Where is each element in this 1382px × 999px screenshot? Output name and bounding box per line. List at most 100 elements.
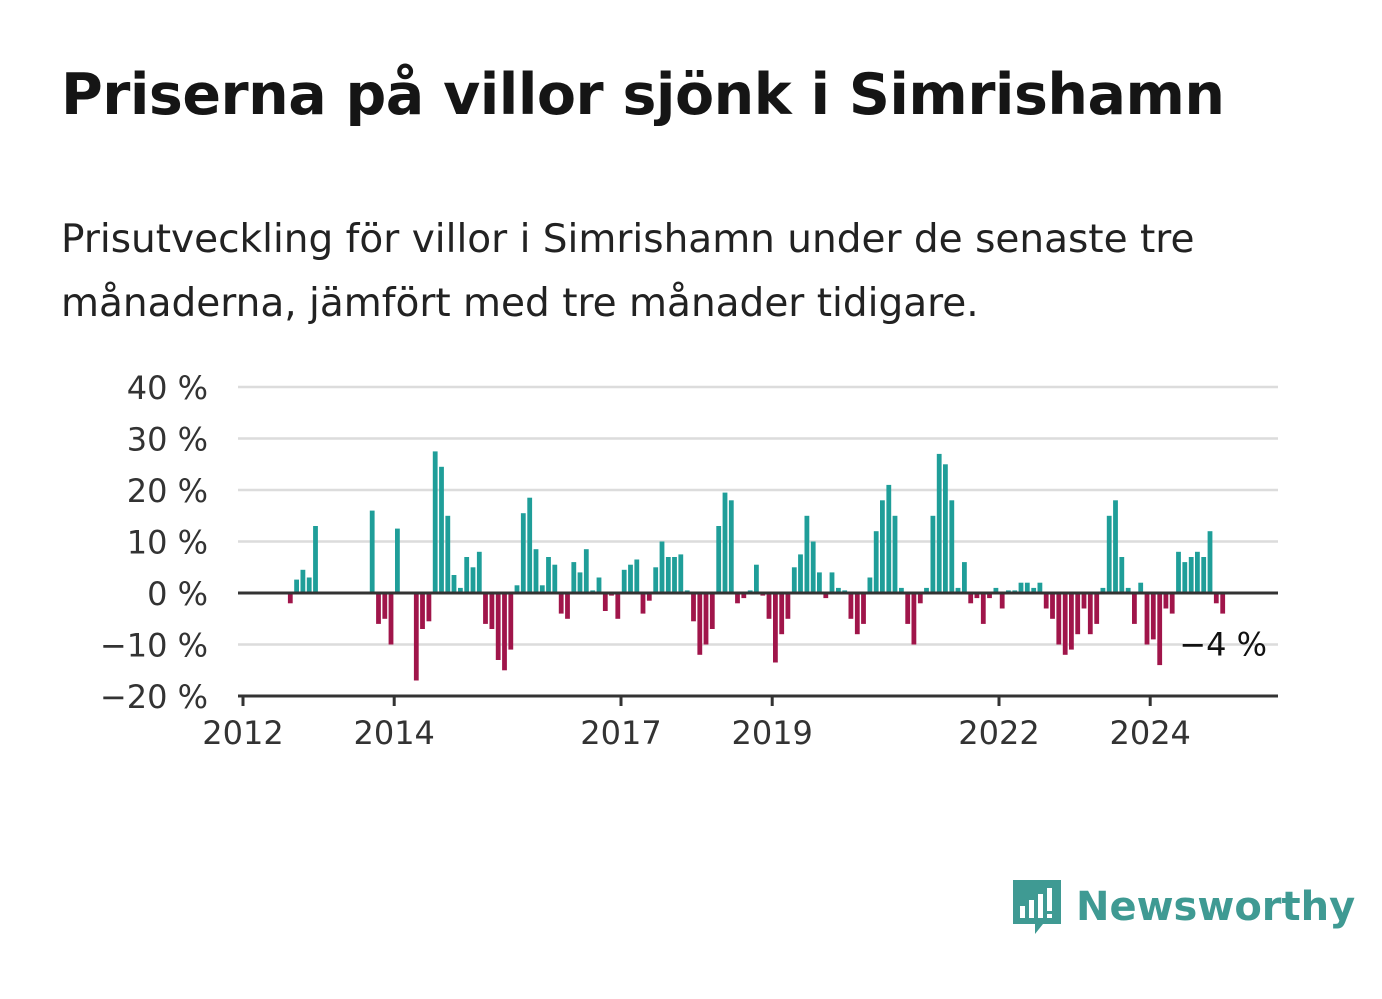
bar (596, 577, 602, 593)
bar (911, 593, 917, 645)
x-tick-label: 2014 (353, 714, 434, 752)
x-tick-label: 2024 (1109, 714, 1190, 752)
bar (943, 464, 948, 594)
bar (829, 572, 835, 593)
bar (395, 528, 400, 593)
bar (798, 554, 803, 593)
bar (1188, 557, 1194, 593)
bar (697, 593, 703, 655)
x-tick-label: 2017 (580, 714, 661, 752)
bar (628, 564, 633, 593)
bar (1081, 593, 1087, 609)
bar-chart: 40 %30 %20 %10 %0 %−10 %−20 % 2012 2014 20… (100, 369, 1278, 752)
bar (1220, 593, 1226, 614)
bar (722, 492, 728, 593)
bar (678, 554, 684, 593)
bar (1043, 593, 1049, 609)
bar (817, 572, 822, 593)
bar (376, 593, 381, 624)
bar (502, 593, 507, 671)
bar (1125, 587, 1131, 593)
bar (495, 593, 501, 660)
y-axis-labels: 40 % 30 % 20 % 10 % 0 % −10 % −20 % (100, 369, 208, 716)
bar (1132, 593, 1137, 624)
bar (1144, 593, 1150, 645)
bar (1182, 562, 1188, 593)
bar (741, 593, 747, 599)
bar (388, 593, 394, 645)
y-tick-label: −10 % (100, 627, 208, 665)
bar (306, 577, 312, 593)
bar (602, 593, 608, 611)
bar (949, 500, 955, 593)
bar (1213, 593, 1219, 604)
bar (470, 567, 476, 594)
bar (779, 593, 785, 635)
bar (873, 531, 879, 593)
bar (886, 484, 892, 593)
bar (917, 593, 923, 604)
bar (1069, 593, 1074, 650)
bar (810, 541, 816, 593)
bar (665, 557, 671, 593)
bar (980, 593, 986, 624)
bar (968, 593, 974, 604)
bar (464, 557, 470, 593)
bar (1106, 515, 1112, 594)
bar (445, 515, 451, 594)
bar (754, 564, 759, 593)
bar (294, 579, 299, 593)
y-tick-label: 10 % (127, 524, 208, 562)
bar (1207, 531, 1213, 593)
bar (1031, 587, 1037, 593)
bar (791, 567, 797, 594)
bar (552, 564, 558, 593)
bar (703, 593, 709, 645)
bar (539, 585, 545, 593)
bar (1062, 593, 1068, 655)
bar (1024, 582, 1030, 593)
bar (1195, 551, 1200, 593)
bar (930, 515, 936, 594)
bar (936, 453, 942, 593)
bar (785, 593, 791, 619)
bar (999, 593, 1005, 609)
bar (1138, 582, 1144, 593)
x-tick-label: 2022 (958, 714, 1039, 752)
x-tick-label: 2012 (202, 714, 283, 752)
bar (691, 593, 696, 622)
bar (709, 593, 715, 629)
bar (558, 593, 564, 614)
bar (432, 451, 438, 593)
bar (905, 593, 911, 624)
bar (476, 551, 482, 593)
bar (672, 557, 677, 593)
newsworthy-logo-icon (1013, 880, 1061, 934)
bar (546, 557, 551, 593)
bar (1150, 593, 1156, 640)
bar (439, 466, 444, 593)
bar (1050, 593, 1055, 619)
bar (987, 593, 992, 599)
bar (426, 593, 432, 622)
bar (955, 587, 961, 593)
bar (520, 513, 526, 593)
bar (1157, 593, 1163, 666)
bar (861, 593, 866, 624)
bar (527, 497, 533, 593)
bar (533, 549, 539, 593)
bar (1176, 551, 1181, 593)
bar (993, 587, 999, 593)
bar (583, 549, 589, 593)
bar (571, 562, 577, 593)
bar (1100, 587, 1106, 593)
page-subtitle: Prisutveckling för villor i Simrishamn u… (61, 217, 1195, 326)
bar (369, 510, 375, 593)
bar (653, 567, 659, 594)
bar (646, 593, 652, 601)
bar (1056, 593, 1062, 645)
bar (823, 593, 829, 599)
bar (621, 569, 627, 593)
bar (962, 562, 967, 593)
x-tick-label: 2019 (731, 714, 812, 752)
